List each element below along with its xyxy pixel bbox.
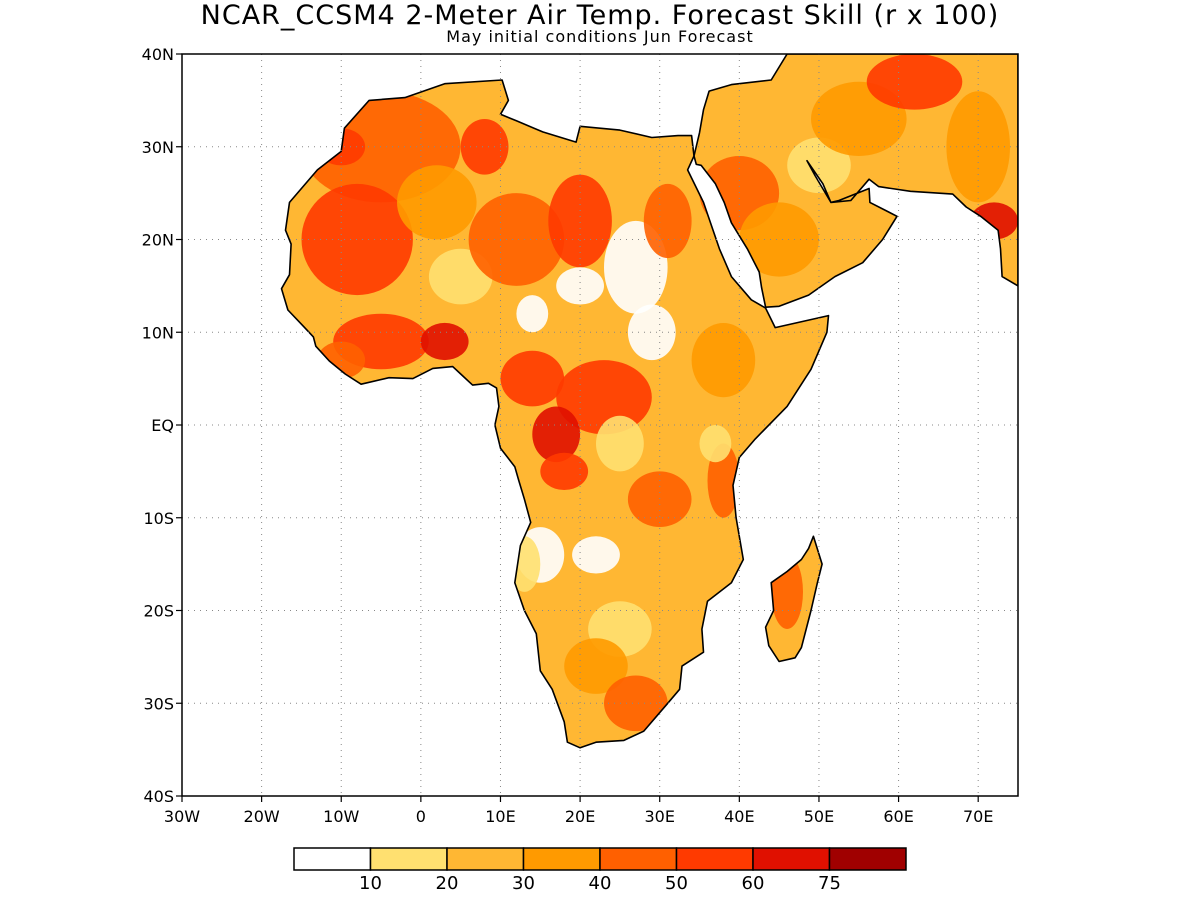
colorbar-swatch (828, 847, 907, 871)
colorbar-label: 30 (512, 873, 535, 894)
lon-tick-label: 10W (323, 807, 359, 826)
skill-patch (508, 536, 541, 592)
lon-tick-label: 20W (244, 807, 280, 826)
skill-patch (397, 165, 477, 240)
colorbar-label: 50 (665, 873, 688, 894)
skill-patch (572, 536, 620, 574)
coastlines (280, 54, 1018, 749)
skill-patch (627, 471, 692, 527)
longitude-axis: 30W 20W 10W 0 10E 20E 30E 40E 50E 60E 70E (164, 796, 993, 826)
lon-tick-label: 40E (724, 807, 754, 826)
skill-patch (516, 295, 549, 333)
lat-tick-label: 20S (143, 602, 174, 621)
map-title: NCAR_CCSM4 2-Meter Air Temp. Forecast Sk… (200, 0, 1000, 31)
skill-patch (500, 350, 565, 407)
skill-patch (643, 183, 692, 259)
lon-tick-label: 10E (485, 807, 515, 826)
skill-patch (691, 323, 756, 398)
skill-patch (548, 174, 612, 268)
skill-patch (556, 267, 604, 305)
lon-tick-label: 0 (416, 807, 426, 826)
skill-patch (946, 91, 1010, 203)
skill-patch (739, 202, 819, 277)
skill-patch (516, 81, 644, 119)
colorbar-label: 10 (359, 873, 382, 894)
skill-patch (460, 119, 509, 175)
skill-patch (771, 554, 803, 630)
lat-tick-label: 40S (143, 787, 174, 806)
lat-tick-label: 10S (143, 509, 174, 528)
skill-patch (540, 452, 589, 490)
skill-patch (468, 193, 565, 286)
lon-tick-label: 20E (565, 807, 595, 826)
colorbar-swatch (446, 847, 525, 871)
asia-coastline (693, 54, 1018, 308)
lat-tick-label: 20N (142, 231, 174, 250)
skill-patch (301, 183, 413, 296)
land-field (281, 54, 1018, 748)
gridlines (182, 54, 1018, 796)
lon-tick-label: 50E (804, 807, 834, 826)
colorbar-label: 75 (818, 873, 841, 894)
lat-tick-label: 30N (142, 138, 174, 157)
colorbar-swatch (369, 847, 448, 871)
lon-tick-label: 30W (164, 807, 200, 826)
lon-tick-label: 30E (644, 807, 674, 826)
lon-tick-label: 60E (883, 807, 913, 826)
skill-patch (420, 322, 469, 361)
skill-patch (532, 406, 581, 463)
skill-patch (604, 675, 668, 732)
lon-tick-label: 70E (963, 807, 993, 826)
africa-coastline (280, 79, 830, 749)
map-subtitle: May initial conditions Jun Forecast (446, 27, 754, 46)
lat-tick-label: 10N (142, 323, 174, 342)
skill-patch (787, 137, 851, 194)
skill-patch (564, 638, 628, 694)
colorbar-swatch (752, 847, 831, 871)
colorbar-label: 60 (742, 873, 765, 894)
skill-patch (699, 425, 732, 463)
skill-shading (281, 54, 1018, 748)
lat-tick-label: EQ (151, 416, 174, 435)
colorbar-swatch (522, 847, 601, 871)
skill-patch (866, 54, 963, 110)
lat-tick-label: 30S (143, 694, 174, 713)
colorbar-label: 40 (589, 873, 612, 894)
madagascar-coastline (764, 535, 823, 663)
colorbar-label: 20 (436, 873, 459, 894)
skill-patch (627, 304, 676, 361)
colorbar-swatch (293, 847, 372, 871)
skill-patch (596, 415, 644, 472)
lat-tick-label: 40N (142, 45, 174, 64)
skill-patch (970, 202, 1018, 240)
colorbar: 10 20 30 40 50 60 75 (293, 847, 907, 894)
latitude-axis: 40N 30N 20N 10N EQ 10S 20S 30S 40S (142, 45, 182, 806)
colorbar-swatch (599, 847, 678, 871)
colorbar-swatch (675, 847, 754, 871)
